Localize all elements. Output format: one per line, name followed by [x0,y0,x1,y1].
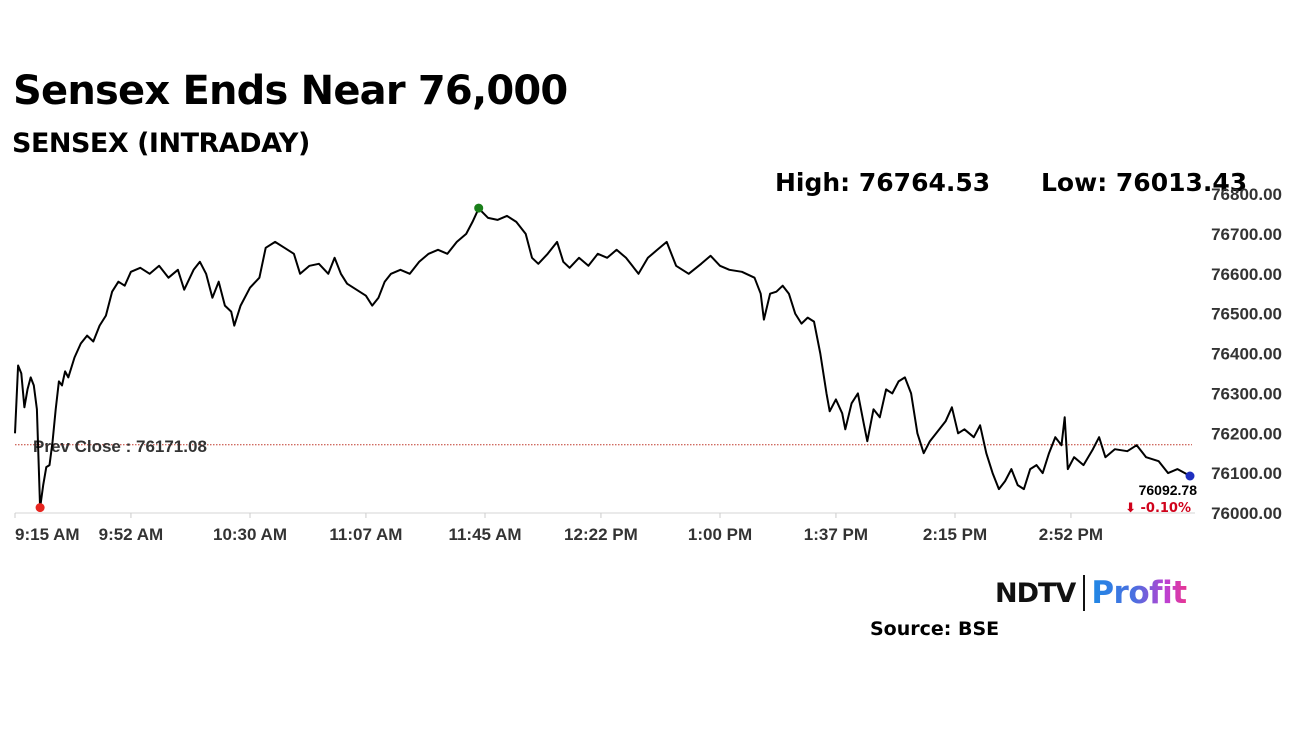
y-tick-label: 76400.00 [1211,345,1282,364]
price-line [14,207,1191,509]
y-tick-label: 76200.00 [1211,424,1282,443]
y-tick-label: 76000.00 [1211,504,1282,523]
x-tick-label: 1:37 PM [804,525,868,544]
source-credit: Source: BSE [870,618,1000,640]
day-high-marker [474,203,484,213]
last-price-marker [1185,471,1195,481]
x-tick-label: 2:15 PM [923,525,987,544]
y-axis-ticks: 76000.00 76100.00 76200.00 76300.00 76400.00… [1211,185,1282,523]
y-tick-label: 76500.00 [1211,305,1282,324]
y-tick-label: 76800.00 [1211,185,1282,204]
x-tick-label: 10:30 AM [213,525,287,544]
day-high-stat: High: 76764.53 [775,168,991,197]
x-tick-label: 9:15 AM [15,525,80,544]
x-tick-label: 11:45 AM [448,525,521,544]
change-percent-label: ⬇ -0.10% [1125,501,1191,516]
chart-subtitle: SENSEX (INTRADAY) [12,128,310,159]
prev-close-label: Prev Close : 76171.08 [33,437,207,456]
logo-divider [1083,575,1086,611]
x-tick-label: 11:07 AM [329,525,402,544]
y-tick-label: 76600.00 [1211,265,1282,284]
x-axis-ticks: 9:15 AM 9:52 AM 10:30 AM 11:07 AM 11:45 AM 12… [14,513,1103,544]
x-tick-label: 12:22 PM [564,525,638,544]
last-value-label: 76092.78 [1139,482,1198,498]
logo-ndtv-text: NDTV [995,577,1076,609]
day-low-marker [35,503,45,513]
day-low-stat: Low: 76013.43 [1041,168,1248,197]
y-tick-label: 76300.00 [1211,384,1282,403]
x-tick-label: 2:52 PM [1039,525,1103,544]
x-tick-label: 1:00 PM [688,525,752,544]
y-tick-label: 76700.00 [1211,225,1282,244]
x-tick-label: 9:52 AM [99,525,164,544]
ndtv-profit-logo: NDTV Profit [995,574,1187,612]
logo-profit-text: Profit [1091,575,1187,611]
chart-headline: Sensex Ends Near 76,000 [13,68,568,114]
y-tick-label: 76100.00 [1211,464,1282,483]
